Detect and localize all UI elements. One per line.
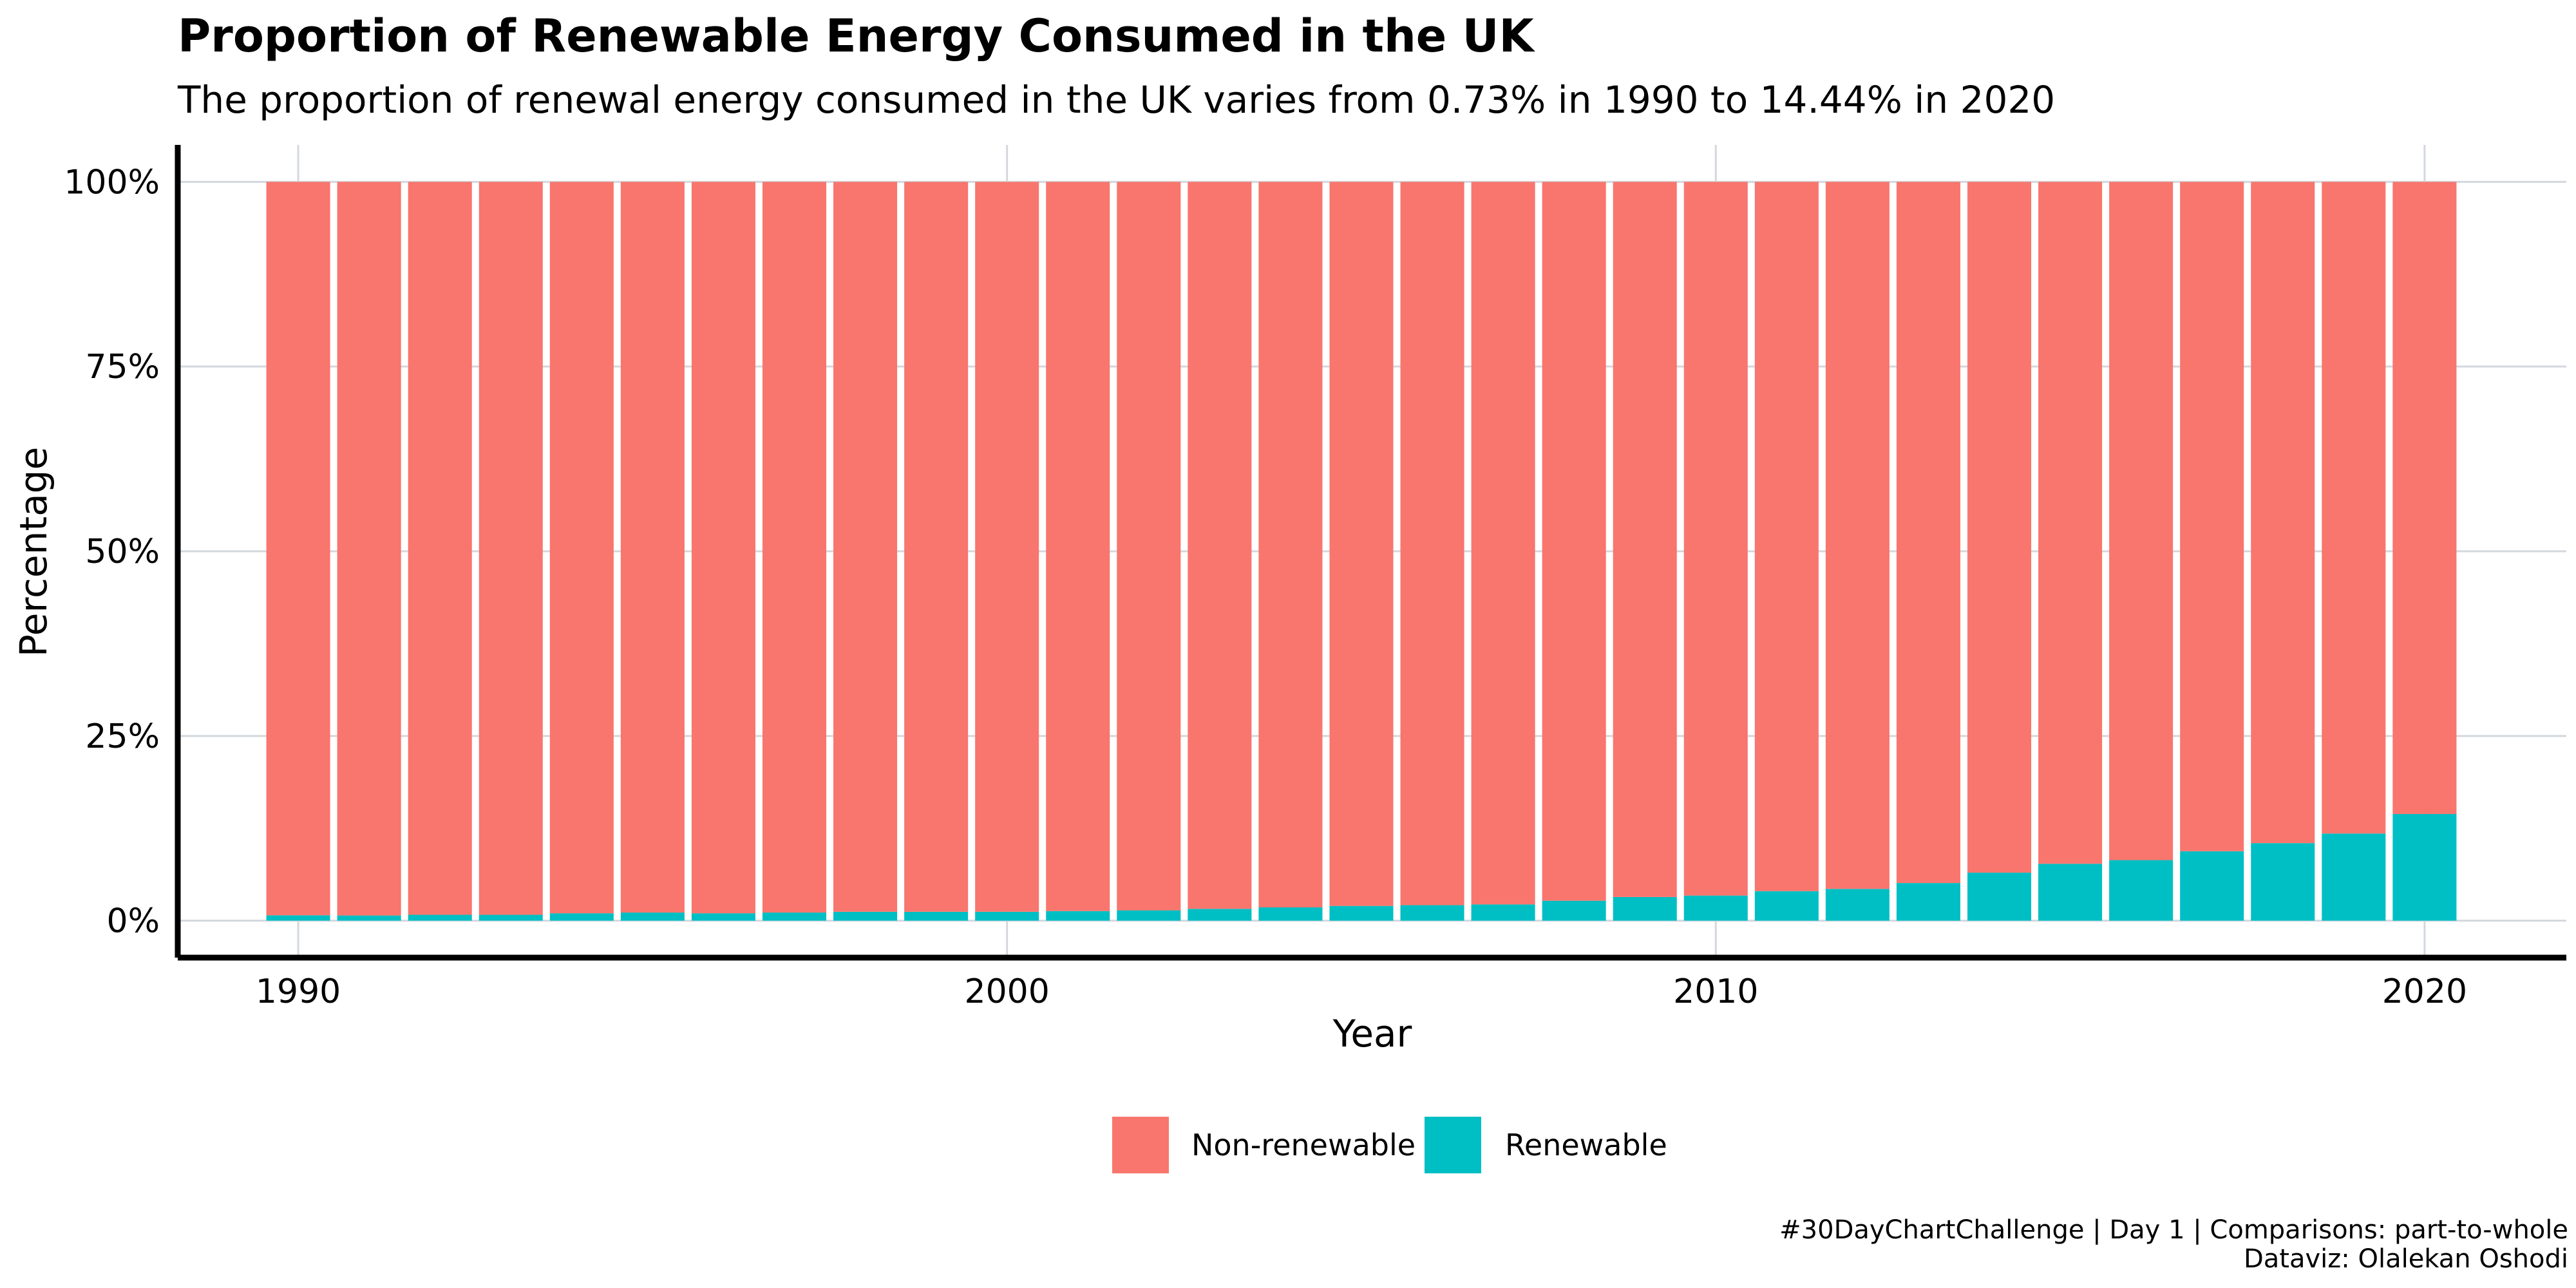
bar-renewable-2011 [1754, 891, 1819, 921]
bar-renewable-2004 [1258, 907, 1323, 921]
caption-line-2: Dataviz: Olalekan Oshodi [2244, 1244, 2568, 1274]
legend: Non-renewable Renewable [1112, 1117, 1667, 1173]
bar-renewable-2013 [1896, 883, 1960, 921]
bar-non-renewable-2007 [1471, 182, 1535, 905]
bar-non-renewable-1990 [266, 182, 330, 916]
bar-renewable-1996 [691, 913, 755, 921]
bar-renewable-2006 [1400, 905, 1464, 921]
caption-line-1: #30DayChartChallenge | Day 1 | Compariso… [1779, 1215, 2568, 1245]
bar-renewable-2010 [1683, 895, 1748, 921]
bar-non-renewable-2000 [975, 182, 1039, 912]
x-tick-label: 2020 [2382, 972, 2467, 1011]
legend-label-renewable: Renewable [1505, 1128, 1667, 1162]
bar-renewable-1990 [266, 915, 330, 921]
bar-renewable-2009 [1613, 896, 1677, 921]
bar-renewable-2000 [975, 911, 1039, 921]
bar-non-renewable-2011 [1754, 182, 1819, 891]
bar-renewable-1993 [478, 914, 543, 921]
bar-renewable-2016 [2109, 860, 2174, 921]
bar-renewable-2020 [2392, 813, 2457, 921]
bar-non-renewable-2012 [1825, 182, 1889, 889]
bar-non-renewable-1996 [691, 182, 755, 914]
x-tick-label: 1990 [256, 972, 341, 1011]
y-tick-label: 100% [64, 163, 160, 202]
bar-renewable-2001 [1046, 911, 1110, 921]
bar-non-renewable-2002 [1117, 182, 1181, 911]
bar-non-renewable-2006 [1400, 182, 1464, 905]
bar-non-renewable-2005 [1329, 182, 1394, 906]
bar-non-renewable-2019 [2322, 182, 2386, 834]
bar-non-renewable-2018 [2251, 182, 2315, 844]
bar-renewable-1994 [549, 913, 614, 921]
bar-renewable-2008 [1542, 900, 1606, 921]
bar-non-renewable-1997 [762, 182, 827, 913]
bar-non-renewable-1998 [833, 182, 898, 912]
bar-renewable-2015 [2038, 864, 2103, 921]
x-tick-labels: 1990 2000 2010 2020 [256, 972, 2467, 1011]
bar-renewable-2012 [1825, 889, 1889, 921]
legend-key-renewable [1425, 1117, 1481, 1173]
bar-renewable-1997 [762, 913, 827, 921]
bar-non-renewable-2010 [1683, 182, 1748, 896]
bar-renewable-1998 [833, 911, 898, 921]
bar-non-renewable-2003 [1188, 182, 1252, 909]
x-tick-label: 2000 [965, 972, 1050, 1011]
y-tick-label: 75% [85, 348, 160, 386]
bar-non-renewable-2013 [1896, 182, 1960, 884]
x-tick-label: 2010 [1673, 972, 1758, 1011]
y-tick-label: 0% [107, 902, 160, 941]
bar-non-renewable-2014 [1967, 182, 2032, 873]
bar-non-renewable-2020 [2392, 182, 2457, 814]
bar-renewable-1999 [904, 911, 969, 921]
y-tick-label: 50% [85, 533, 160, 571]
bar-non-renewable-2017 [2180, 182, 2244, 851]
bar-renewable-2018 [2251, 843, 2315, 921]
bars [266, 182, 2457, 921]
bar-non-renewable-1995 [620, 182, 685, 913]
legend-label-non-renewable: Non-renewable [1191, 1128, 1416, 1162]
legend-key-non-renewable [1112, 1117, 1169, 1173]
bar-renewable-2005 [1329, 905, 1394, 921]
bar-non-renewable-1999 [904, 182, 969, 912]
bar-non-renewable-2016 [2109, 182, 2174, 860]
bar-renewable-2002 [1117, 910, 1181, 921]
chart-subtitle: The proportion of renewal energy consume… [177, 78, 2055, 122]
bar-non-renewable-2004 [1258, 182, 1323, 907]
bar-renewable-2003 [1188, 909, 1252, 921]
bar-non-renewable-2009 [1613, 182, 1677, 897]
bar-non-renewable-2008 [1542, 182, 1606, 901]
chart-title: Proportion of Renewable Energy Consumed … [178, 10, 1535, 62]
bar-renewable-2017 [2180, 851, 2244, 921]
bar-non-renewable-1994 [549, 182, 614, 914]
bar-non-renewable-1993 [478, 182, 543, 915]
bar-non-renewable-1991 [337, 182, 401, 916]
bar-renewable-2007 [1471, 904, 1535, 921]
y-tick-labels: 0% 25% 50% 75% 100% [64, 163, 160, 940]
bar-non-renewable-2015 [2038, 182, 2103, 864]
bar-renewable-1992 [408, 914, 472, 921]
y-axis-title: Percentage [12, 447, 55, 657]
bar-non-renewable-2001 [1046, 182, 1110, 911]
bar-renewable-2019 [2322, 833, 2386, 921]
bar-non-renewable-1992 [408, 182, 472, 915]
x-axis-title: Year [1332, 1012, 1412, 1056]
axes [175, 145, 2566, 961]
bar-renewable-2014 [1967, 873, 2032, 921]
bar-renewable-1995 [620, 913, 685, 921]
y-tick-label: 25% [85, 717, 160, 756]
bar-renewable-1991 [337, 915, 401, 921]
